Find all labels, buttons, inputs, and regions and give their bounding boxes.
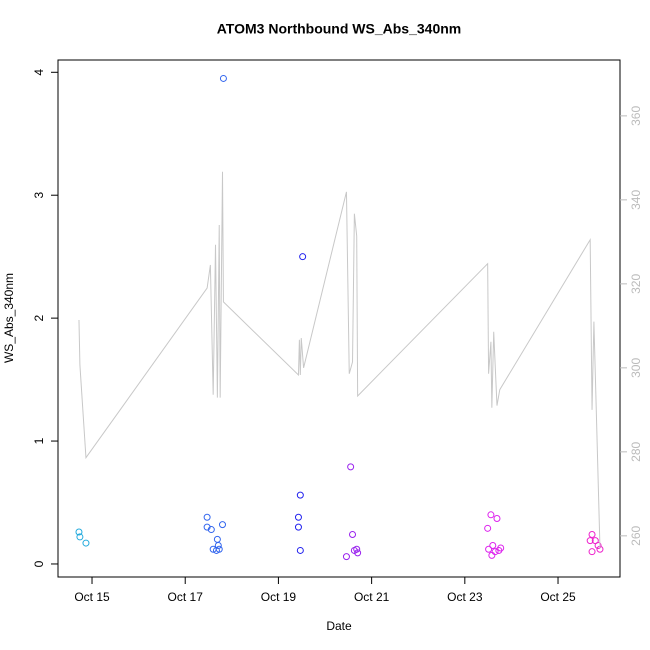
y2-tick-label: 260 <box>629 526 643 546</box>
point <box>487 511 495 519</box>
point <box>219 74 227 82</box>
point <box>82 539 90 547</box>
point <box>75 528 83 536</box>
x-tick-label: Oct 19 <box>261 590 297 604</box>
point <box>218 521 226 529</box>
point <box>354 549 362 557</box>
y2-tick-label: 300 <box>629 358 643 378</box>
y2-tick-label: 360 <box>629 106 643 126</box>
point <box>342 553 350 561</box>
point <box>215 545 223 553</box>
point <box>491 548 499 556</box>
y-tick-label: 1 <box>32 437 46 444</box>
point <box>594 542 602 550</box>
point <box>76 533 84 541</box>
y2-tick-label: 320 <box>629 274 643 294</box>
point <box>294 513 302 521</box>
point <box>353 545 361 553</box>
point <box>588 548 596 556</box>
y2-tick-label: 280 <box>629 442 643 462</box>
y-tick-label: 4 <box>32 69 46 76</box>
point <box>497 544 505 552</box>
x-tick-label: Oct 17 <box>168 590 204 604</box>
point <box>207 526 215 534</box>
point <box>485 545 493 553</box>
point <box>213 535 221 543</box>
y-tick-label: 3 <box>32 192 46 199</box>
point <box>493 514 501 522</box>
y-tick-label: 2 <box>32 314 46 321</box>
point <box>489 542 497 550</box>
line <box>78 171 601 549</box>
y2-tick-label: 340 <box>629 190 643 210</box>
point <box>484 524 492 532</box>
x-tick-label: Oct 25 <box>540 590 576 604</box>
x-tick-label: Oct 15 <box>74 590 110 604</box>
x-tick-label: Oct 21 <box>354 590 390 604</box>
y-axis-label: WS_Abs_340nm <box>2 273 16 363</box>
point <box>586 537 594 545</box>
point <box>299 253 307 261</box>
point <box>294 523 302 531</box>
chart-title: ATOM3 Northbound WS_Abs_340nm <box>217 21 462 37</box>
point <box>349 530 357 538</box>
plot-frame <box>57 59 621 578</box>
y-tick-label: 0 <box>32 560 46 567</box>
point <box>588 530 596 538</box>
point <box>347 463 355 471</box>
point <box>488 551 496 559</box>
x-tick-label: Oct 23 <box>447 590 483 604</box>
point <box>296 546 304 554</box>
x-axis-label: Date <box>326 619 352 633</box>
point <box>203 513 211 521</box>
point <box>296 491 304 499</box>
